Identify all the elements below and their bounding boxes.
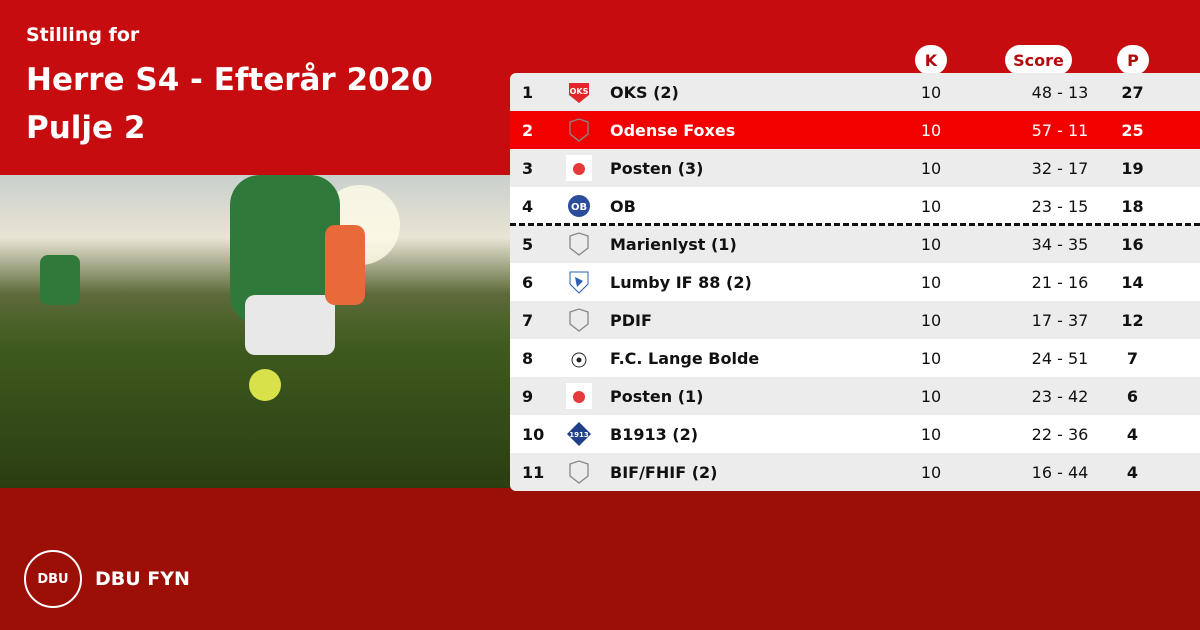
table-row[interactable]: 5 Marienlyst (1) 10 34 - 35 16 — [510, 225, 1200, 263]
subtitle: Stilling for — [26, 24, 140, 46]
table-row[interactable]: 3 Posten (3) 10 32 - 17 19 — [510, 149, 1200, 187]
table-row[interactable]: 6 Lumby IF 88 (2) 10 21 - 16 14 — [510, 263, 1200, 301]
title-line: Herre S4 - Efterår 2020 — [26, 62, 433, 98]
page-title: Herre S4 - Efterår 2020 Pulje 2 — [26, 56, 433, 152]
posten-crest-icon — [566, 383, 592, 409]
goal-score: 34 - 35 — [1031, 234, 1089, 254]
goal-score: 21 - 16 — [1031, 272, 1089, 292]
matches-played: 10 — [920, 158, 942, 178]
position: 8 — [522, 348, 534, 368]
goal-score: 32 - 17 — [1031, 158, 1089, 178]
placeholder-shield-icon — [566, 117, 592, 143]
team-name[interactable]: Posten (3) — [610, 158, 704, 178]
team-name[interactable]: BIF/FHIF (2) — [610, 462, 718, 482]
points: 19 — [1121, 158, 1144, 178]
matches-played: 10 — [920, 120, 942, 140]
column-header-p[interactable]: P — [1117, 45, 1149, 75]
placeholder-shield-icon — [566, 459, 592, 485]
goal-score: 57 - 11 — [1031, 120, 1089, 140]
table-row[interactable]: 8 F.C. Lange Bolde 10 24 - 51 7 — [510, 339, 1200, 377]
team-name[interactable]: F.C. Lange Bolde — [610, 348, 760, 368]
matches-played: 10 — [920, 196, 942, 216]
brand-name: DBU FYN — [95, 568, 190, 590]
title-line: Pulje 2 — [26, 110, 146, 146]
table-row[interactable]: 2 Odense Foxes 10 57 - 11 25 — [510, 111, 1200, 149]
goal-score: 23 - 15 — [1031, 196, 1089, 216]
points: 6 — [1126, 386, 1139, 406]
posten-crest-icon — [566, 155, 592, 181]
goal-score: 17 - 37 — [1031, 310, 1089, 330]
goal-score: 16 - 44 — [1031, 462, 1089, 482]
team-name[interactable]: OB — [610, 196, 636, 216]
football-photo — [0, 175, 510, 488]
matches-played: 10 — [920, 348, 942, 368]
team-name[interactable]: PDIF — [610, 310, 652, 330]
ob-crest-icon: OB — [566, 193, 592, 219]
divider — [510, 223, 1200, 226]
team-name[interactable]: Lumby IF 88 (2) — [610, 272, 752, 292]
goal-score: 23 - 42 — [1031, 386, 1089, 406]
points: 25 — [1121, 120, 1144, 140]
table-row[interactable]: 11 BIF/FHIF (2) 10 16 - 44 4 — [510, 453, 1200, 491]
team-name[interactable]: OKS (2) — [610, 82, 679, 102]
position: 11 — [522, 462, 545, 482]
matches-played: 10 — [920, 386, 942, 406]
team-name[interactable]: Odense Foxes — [610, 120, 736, 140]
matches-played: 10 — [920, 272, 942, 292]
matches-played: 10 — [920, 310, 942, 330]
points: 12 — [1121, 310, 1144, 330]
column-header-k[interactable]: K — [915, 45, 947, 75]
team-name[interactable]: B1913 (2) — [610, 424, 699, 444]
position: 4 — [522, 196, 534, 216]
position: 5 — [522, 234, 534, 254]
table-row[interactable]: 7 PDIF 10 17 - 37 12 — [510, 301, 1200, 339]
points: 4 — [1126, 462, 1139, 482]
position: 6 — [522, 272, 534, 292]
svg-text:1913: 1913 — [569, 431, 589, 439]
table-row[interactable]: 1 OKS OKS (2) 10 48 - 13 27 — [510, 73, 1200, 111]
table-row[interactable]: 10 1913 B1913 (2) 10 22 - 36 4 — [510, 415, 1200, 453]
points: 4 — [1126, 424, 1139, 444]
team-name[interactable]: Posten (1) — [610, 386, 704, 406]
lumby-crest-icon — [566, 269, 592, 295]
matches-played: 10 — [920, 462, 942, 482]
table-row[interactable]: 4 OB OB 10 23 - 15 18 — [510, 187, 1200, 225]
points: 7 — [1126, 348, 1139, 368]
matches-played: 10 — [920, 82, 942, 102]
points: 27 — [1121, 82, 1144, 102]
svg-text:OB: OB — [571, 202, 587, 213]
position: 3 — [522, 158, 534, 178]
b1913-crest-icon: 1913 — [566, 421, 592, 447]
goal-score: 48 - 13 — [1031, 82, 1089, 102]
svg-text:OKS: OKS — [570, 87, 589, 96]
placeholder-shield-icon — [566, 307, 592, 333]
points: 14 — [1121, 272, 1144, 292]
goal-score: 22 - 36 — [1031, 424, 1089, 444]
dbu-logo: DBU — [24, 550, 82, 608]
position: 10 — [522, 424, 545, 444]
position: 2 — [522, 120, 534, 140]
points: 16 — [1121, 234, 1144, 254]
points: 18 — [1121, 196, 1144, 216]
column-header-score[interactable]: Score — [1005, 45, 1072, 75]
position: 1 — [522, 82, 534, 102]
matches-played: 10 — [920, 234, 942, 254]
team-name[interactable]: Marienlyst (1) — [610, 234, 737, 254]
position: 7 — [522, 310, 534, 330]
goal-score: 24 - 51 — [1031, 348, 1089, 368]
ball-crest-icon — [566, 345, 592, 371]
position: 9 — [522, 386, 534, 406]
table-row[interactable]: 9 Posten (1) 10 23 - 42 6 — [510, 377, 1200, 415]
oks-crest-icon: OKS — [566, 79, 592, 105]
matches-played: 10 — [920, 424, 942, 444]
placeholder-shield-icon — [566, 231, 592, 257]
standings-table: 1 OKS OKS (2) 10 48 - 13 27 2 Odense Foxe… — [510, 73, 1200, 491]
